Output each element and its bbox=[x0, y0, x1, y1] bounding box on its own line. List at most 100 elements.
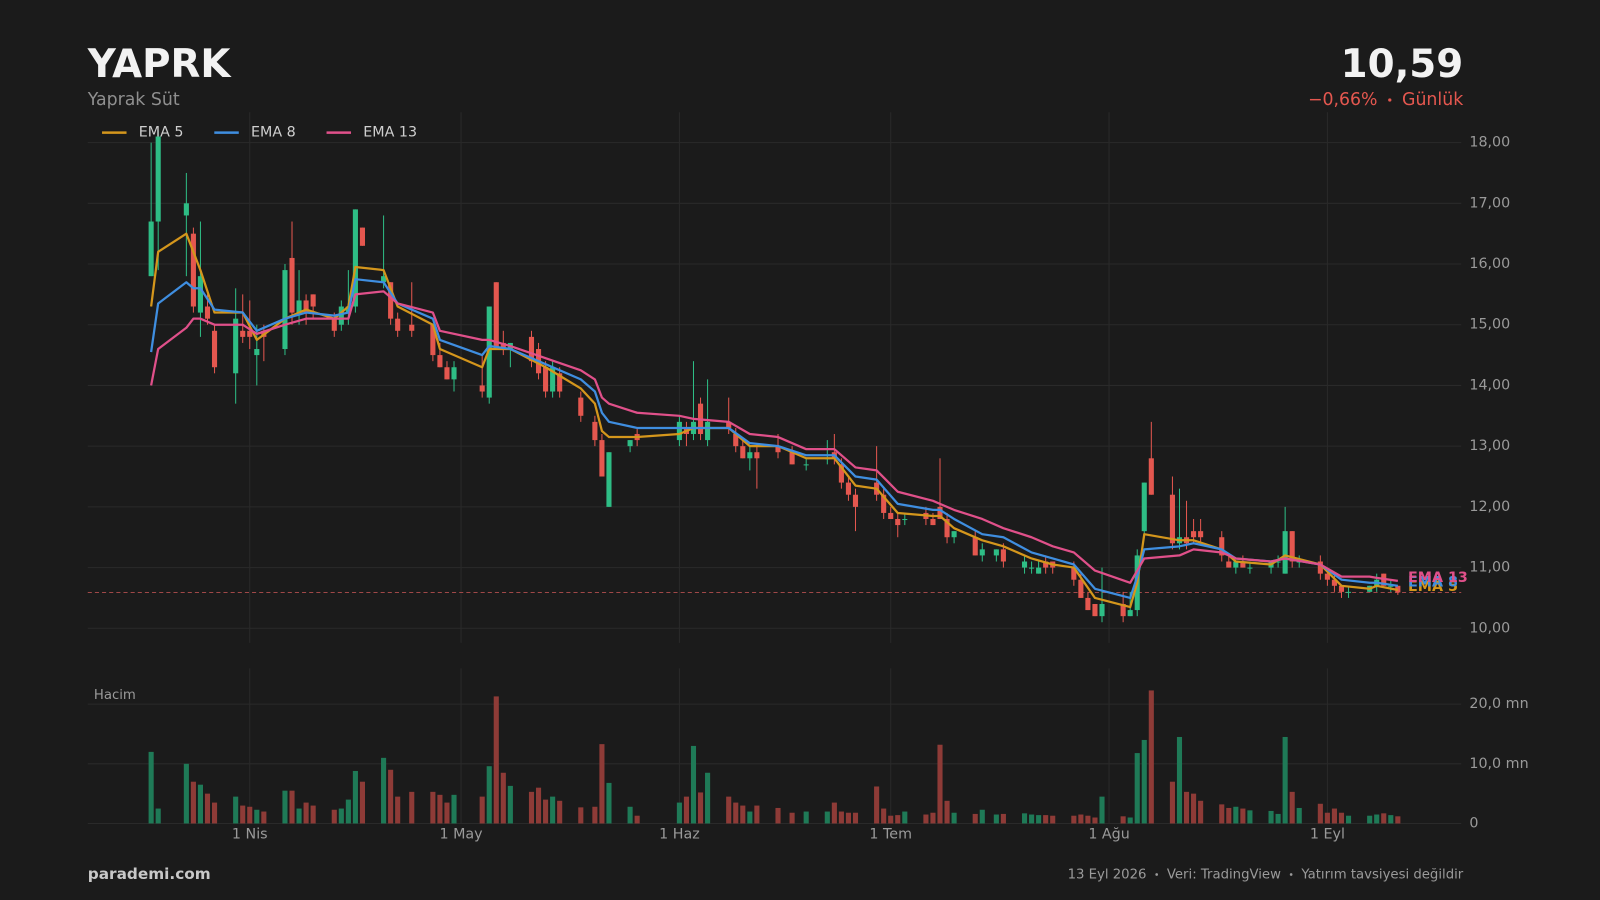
volume-bar bbox=[803, 811, 809, 824]
candle-body bbox=[1324, 573, 1330, 580]
candle-body bbox=[930, 519, 936, 526]
volume-bar bbox=[831, 802, 837, 824]
candle-body bbox=[240, 330, 246, 337]
candle-body bbox=[845, 482, 851, 495]
volume-bar bbox=[1338, 812, 1345, 824]
volume-bar bbox=[1085, 815, 1091, 824]
volume-bar bbox=[1296, 807, 1302, 824]
candle-body bbox=[881, 494, 887, 513]
candle-body bbox=[493, 282, 499, 350]
candle-body bbox=[1317, 561, 1323, 574]
volume-bar bbox=[1275, 813, 1281, 824]
candle-body bbox=[1198, 531, 1204, 538]
y2-tick-label: 20,0 mn bbox=[1469, 696, 1528, 712]
volume-bar bbox=[1071, 815, 1077, 824]
volume-bar bbox=[388, 769, 394, 824]
volume-bar bbox=[451, 794, 457, 824]
candle-body bbox=[733, 434, 739, 447]
candle-body bbox=[444, 367, 450, 380]
volume-bar bbox=[726, 796, 732, 824]
candle-body bbox=[183, 203, 189, 216]
volume-bar bbox=[838, 811, 844, 824]
volume-bar bbox=[204, 793, 211, 824]
candle-body bbox=[747, 452, 753, 459]
volume-bar bbox=[1120, 816, 1126, 824]
volume-bar bbox=[493, 696, 499, 824]
y2-tick-label: 10,0 mn bbox=[1469, 756, 1528, 772]
ema-end-label: EMA 5 bbox=[1408, 579, 1458, 595]
volume-bar bbox=[690, 745, 697, 824]
candle-body bbox=[528, 336, 535, 362]
volume-bar bbox=[1050, 815, 1056, 824]
volume-bar bbox=[331, 809, 337, 824]
volume-bar bbox=[824, 811, 830, 824]
candle-body bbox=[895, 519, 901, 526]
volume-bar bbox=[148, 751, 154, 824]
candle-body bbox=[979, 549, 985, 556]
volume-bar bbox=[683, 796, 689, 824]
change: −0,66% bbox=[1308, 90, 1378, 110]
volume-bar bbox=[578, 807, 584, 824]
volume-label: Hacim bbox=[94, 688, 136, 703]
candle-body bbox=[1191, 531, 1197, 538]
volume-bar bbox=[705, 772, 711, 824]
candle-body bbox=[155, 136, 161, 222]
volume-bar bbox=[338, 808, 344, 824]
volume-bar bbox=[1183, 791, 1190, 824]
volume-bar bbox=[479, 796, 485, 824]
x-tick-label: 1 Eyl bbox=[1310, 827, 1345, 843]
y-tick-label: 18,00 bbox=[1469, 135, 1510, 151]
last-price: 10,59 bbox=[1341, 42, 1464, 87]
candle-body bbox=[578, 397, 584, 416]
candle-body bbox=[937, 506, 943, 520]
x-tick-label: 1 Nis bbox=[232, 827, 268, 843]
volume-bar bbox=[437, 794, 443, 824]
volume-bar bbox=[592, 806, 598, 824]
y-tick-label: 14,00 bbox=[1469, 377, 1510, 393]
candle-body bbox=[1036, 567, 1042, 574]
candle-body bbox=[247, 330, 253, 337]
volume-bar bbox=[902, 811, 908, 824]
volume-bar bbox=[634, 815, 640, 824]
candle-body bbox=[754, 452, 760, 459]
candle-body bbox=[331, 318, 337, 331]
volume-bar bbox=[282, 790, 288, 824]
volume-bar bbox=[395, 796, 401, 824]
volume-bar bbox=[930, 812, 936, 824]
candle-body bbox=[944, 519, 950, 538]
candle-body bbox=[1219, 537, 1225, 556]
candle-body bbox=[852, 494, 859, 507]
volume-bar bbox=[1317, 803, 1323, 824]
chart-subtitle: Yaprak Süt bbox=[87, 90, 180, 110]
footer-note: Yatırım tavsiyesi değildir bbox=[1300, 867, 1463, 882]
volume-bar bbox=[697, 792, 704, 824]
y-tick-label: 11,00 bbox=[1469, 560, 1510, 576]
candle-body bbox=[1388, 585, 1394, 587]
candle-body bbox=[303, 300, 309, 313]
volume-bar bbox=[247, 806, 253, 824]
volume-bar bbox=[627, 806, 633, 824]
candle-body bbox=[1331, 579, 1337, 586]
candle-body bbox=[543, 367, 549, 392]
candle-body bbox=[1275, 561, 1281, 563]
volume-bar bbox=[557, 800, 563, 824]
volume-bar bbox=[1226, 807, 1232, 824]
volume-bar bbox=[197, 784, 204, 824]
volume-bar bbox=[1324, 812, 1330, 824]
candle-body bbox=[951, 531, 957, 538]
candle-body bbox=[902, 519, 908, 521]
candle-body bbox=[282, 270, 288, 350]
volume-bar bbox=[1388, 815, 1394, 824]
volume-bar bbox=[528, 791, 535, 824]
candle-body bbox=[430, 324, 436, 356]
volume-bar bbox=[944, 800, 950, 824]
legend-label: EMA 8 bbox=[251, 125, 296, 141]
ema-line bbox=[150, 278, 1399, 600]
volume-bar bbox=[993, 814, 999, 824]
volume-bar bbox=[444, 802, 450, 824]
volume-bar bbox=[923, 814, 929, 824]
candle-body bbox=[338, 306, 344, 325]
volume-bar bbox=[500, 772, 506, 824]
volume-bar bbox=[1345, 815, 1352, 824]
volume-bar bbox=[874, 786, 880, 824]
